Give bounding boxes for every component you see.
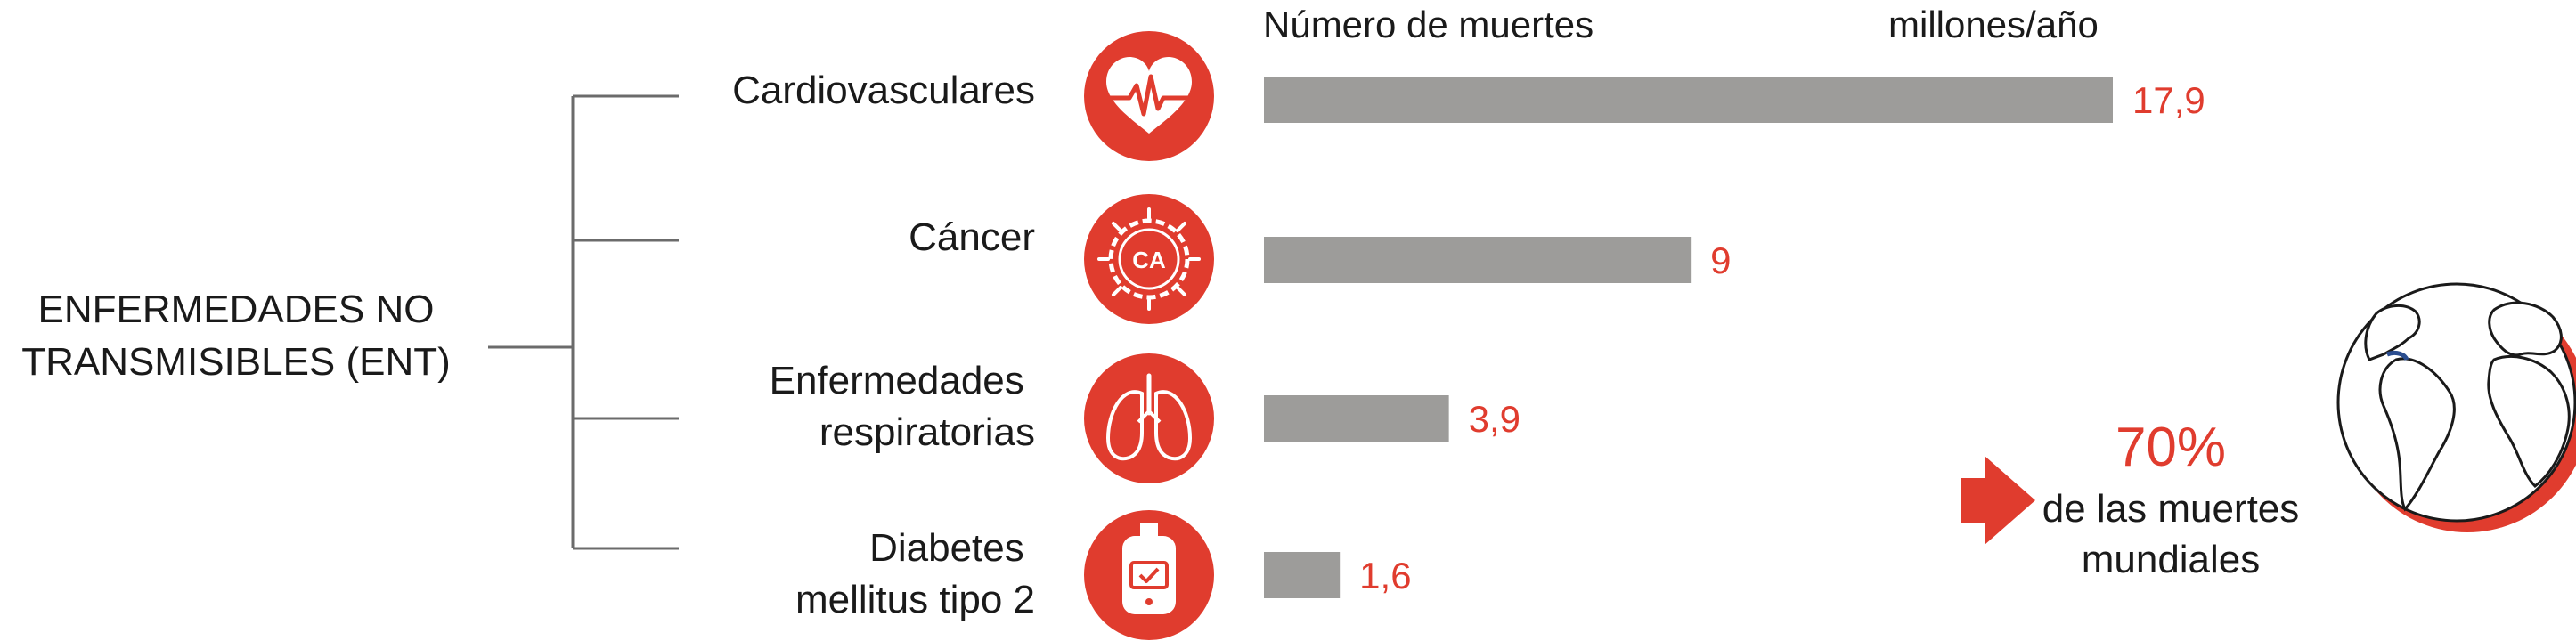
bar-value-label: 3,9 — [1469, 398, 1520, 440]
bar — [1264, 77, 2113, 123]
heart-icon — [1084, 31, 1214, 161]
category-label-cardiovasculares: Cardiovasculares — [732, 69, 1035, 112]
callout-percent: 70% — [2115, 417, 2226, 478]
group-label-line1: ENFERMEDADES NO — [38, 288, 435, 331]
bar-value-label: 9 — [1710, 239, 1731, 281]
category-label-line: respiratorias — [819, 410, 1035, 454]
category-label-line: Cardiovasculares — [732, 69, 1035, 112]
bar — [1264, 552, 1341, 598]
arrow-icon — [1961, 456, 2035, 545]
category-label-respiratorias: Enfermedades respiratorias — [770, 359, 1035, 454]
bar — [1264, 395, 1449, 442]
unit-header: millones/año — [1888, 4, 2099, 45]
category-label-diabetes: Diabetes mellitus tipo 2 — [795, 526, 1035, 621]
category-label-cancer: Cáncer — [909, 215, 1035, 259]
bar-value-label: 1,6 — [1359, 555, 1411, 596]
category-label-line: Enfermedades — [770, 359, 1024, 402]
group-label-line2: TRANSMISIBLES (ENT) — [21, 340, 451, 384]
bar-value-label: 17,9 — [2132, 79, 2205, 121]
glucose-meter-icon — [1084, 510, 1214, 640]
bars: 17,9 9 3,9 1,6 — [1264, 77, 2205, 598]
cancer-icon: CA — [1084, 194, 1214, 324]
category-label-line: Cáncer — [909, 215, 1035, 259]
bar — [1264, 237, 1692, 283]
metric-header: Número de muertes — [1263, 4, 1594, 45]
callout-line1: de las muertes — [2042, 487, 2300, 531]
bracket — [488, 94, 679, 550]
svg-text:CA: CA — [1132, 247, 1166, 273]
callout-line2: mundiales — [2082, 538, 2261, 581]
globe-icon — [2336, 282, 2576, 532]
category-label-line: Diabetes — [869, 526, 1024, 570]
category-label-line: mellitus tipo 2 — [795, 578, 1035, 621]
lungs-icon — [1084, 353, 1214, 483]
